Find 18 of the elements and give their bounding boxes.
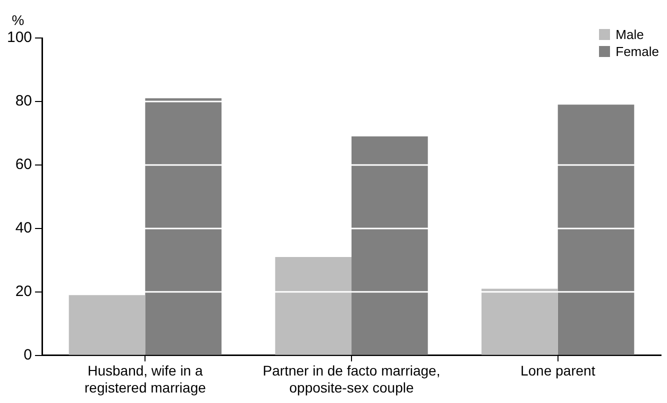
y-tick-label: 0 [24,346,32,364]
bar [558,104,634,355]
bar [352,136,428,355]
legend-label: Male [616,27,644,42]
legend-label: Female [616,44,659,59]
y-tick-label: 40 [15,220,32,237]
x-tick-label: Partner in de facto marriage, opposite-sex couple [262,362,440,396]
y-tick-label: 60 [15,156,32,174]
bar [482,288,558,355]
bar [145,98,222,355]
y-tick-label: 100 [6,29,32,46]
bar [68,295,146,355]
bar [275,257,352,355]
x-tick-label: Lone parent [520,362,596,379]
y-tick-label: 20 [15,283,32,300]
x-tick-label: Husband, wife in a registered marriage [84,362,206,396]
y-tick-label: 80 [15,92,32,110]
y-axis-title: % [12,12,24,28]
